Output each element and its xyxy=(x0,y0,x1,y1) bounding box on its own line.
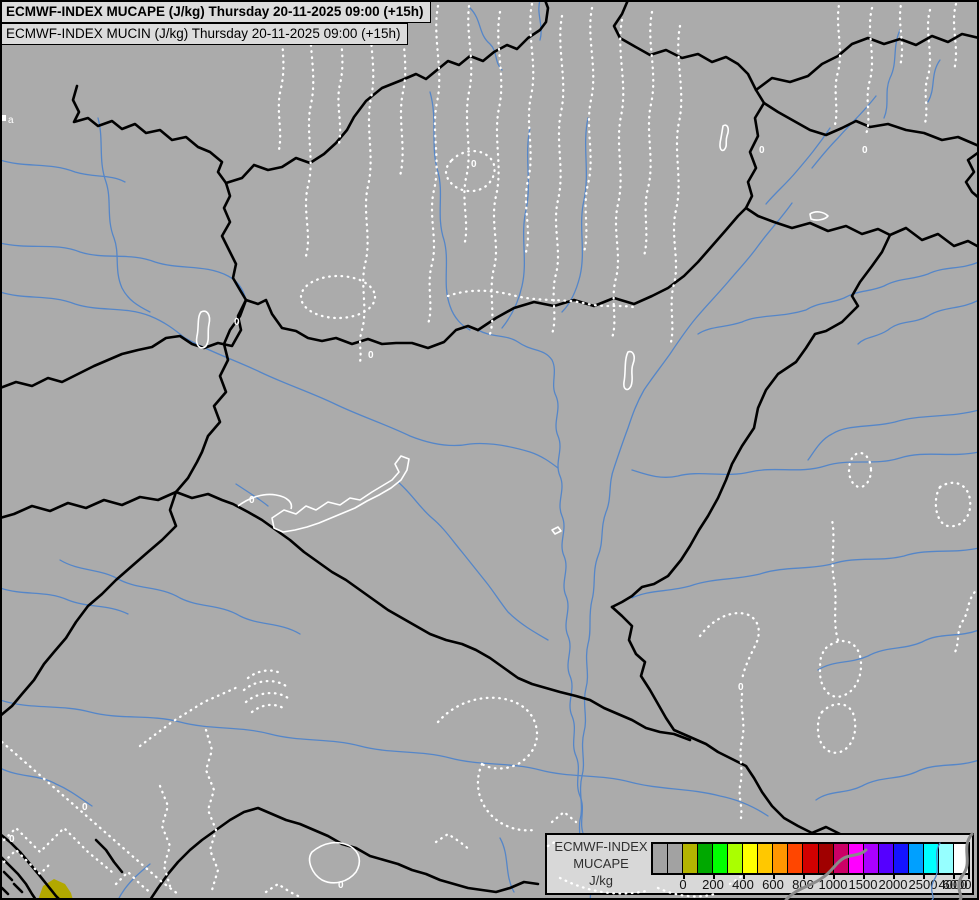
legend-tick xyxy=(713,873,715,879)
legend-tick-label: 2500 xyxy=(908,877,938,892)
legend-cell-5 xyxy=(728,844,744,873)
lakes-and-solid-contours xyxy=(195,124,829,884)
legend-tick xyxy=(953,873,955,879)
legend-cell-2 xyxy=(683,844,699,873)
legend-cell-0 xyxy=(653,844,669,873)
legend-cell-6 xyxy=(743,844,759,873)
contour-zero-label: 0 xyxy=(471,159,477,170)
contour-zero-label: 0 xyxy=(738,682,744,693)
legend-tick xyxy=(743,873,745,879)
contour-zero-label: 0 xyxy=(862,145,868,156)
legend-tick-label: 1000 xyxy=(818,877,848,892)
legend-tick-label: 400 xyxy=(732,877,754,892)
legend: ECMWF-INDEX MUCAPE J/kg 0 200 400 600 800 100… xyxy=(545,833,974,895)
legend-tick-label: 0 xyxy=(679,877,687,892)
legend-tick-label: 800 xyxy=(792,877,814,892)
legend-tick xyxy=(893,873,895,879)
legend-cell-8 xyxy=(773,844,789,873)
legend-tick xyxy=(683,873,685,879)
title-mucin-text: ECMWF-INDEX MUCIN (J/kg) Thursday 20-11-… xyxy=(6,26,401,41)
title-mucape-text: ECMWF-INDEX MUCAPE (J/kg) Thursday 20-11… xyxy=(6,4,424,19)
lake-balaton-outline xyxy=(271,455,410,533)
contour-zero-label: 0 xyxy=(249,495,255,506)
legend-tick xyxy=(923,873,925,879)
legend-cell-4 xyxy=(713,844,729,873)
legend-tick xyxy=(773,873,775,879)
legend-cell-13 xyxy=(848,844,864,873)
legend-cell-7 xyxy=(758,844,774,873)
legend-cell-12 xyxy=(833,844,849,873)
legend-tick-label: 600 xyxy=(762,877,784,892)
legend-cell-19 xyxy=(938,844,954,873)
legend-tick-label: 1500 xyxy=(848,877,878,892)
legend-cell-14 xyxy=(863,844,879,873)
contour-zero-label: 0 xyxy=(9,834,15,845)
legend-cell-11 xyxy=(818,844,834,873)
legend-cell-20 xyxy=(953,844,968,873)
legend-cell-1 xyxy=(668,844,684,873)
contour-zero-label: 0 xyxy=(338,880,344,891)
legend-title-block: ECMWF-INDEX MUCAPE J/kg xyxy=(551,838,651,889)
title-mucape: ECMWF-INDEX MUCAPE (J/kg) Thursday 20-11… xyxy=(1,1,431,23)
legend-unit: J/kg xyxy=(589,873,613,888)
legend-cell-17 xyxy=(908,844,924,873)
edge-label-fragment: a xyxy=(1,115,14,126)
legend-color-scale xyxy=(651,842,970,875)
legend-tick-label: 6000 xyxy=(942,877,972,892)
legend-cell-18 xyxy=(923,844,939,873)
legend-cell-16 xyxy=(893,844,909,873)
legend-cell-10 xyxy=(803,844,819,873)
legend-cell-3 xyxy=(698,844,714,873)
title-mucin: ECMWF-INDEX MUCIN (J/kg) Thursday 20-11-… xyxy=(1,23,408,45)
contour-zero-label: 0 xyxy=(368,350,374,361)
legend-title-line1: ECMWF-INDEX xyxy=(554,839,648,854)
contour-zero-label: 0 xyxy=(759,145,765,156)
legend-title-line2: MUCAPE xyxy=(573,856,629,871)
lake-neusiedl-outline xyxy=(195,310,211,349)
lake-tisza-outline xyxy=(623,350,635,391)
legend-tick-label: 200 xyxy=(702,877,724,892)
contour-zero-labels: 0 0 0 0 0 0 0 0 0 0 xyxy=(9,145,868,891)
legend-cell-15 xyxy=(878,844,894,873)
svg-text:a: a xyxy=(8,115,14,126)
legend-cell-9 xyxy=(788,844,804,873)
contour-zero-label: 0 xyxy=(234,317,240,328)
contour-zero-label: 0 xyxy=(82,802,88,813)
legend-tick-label: 2000 xyxy=(878,877,908,892)
